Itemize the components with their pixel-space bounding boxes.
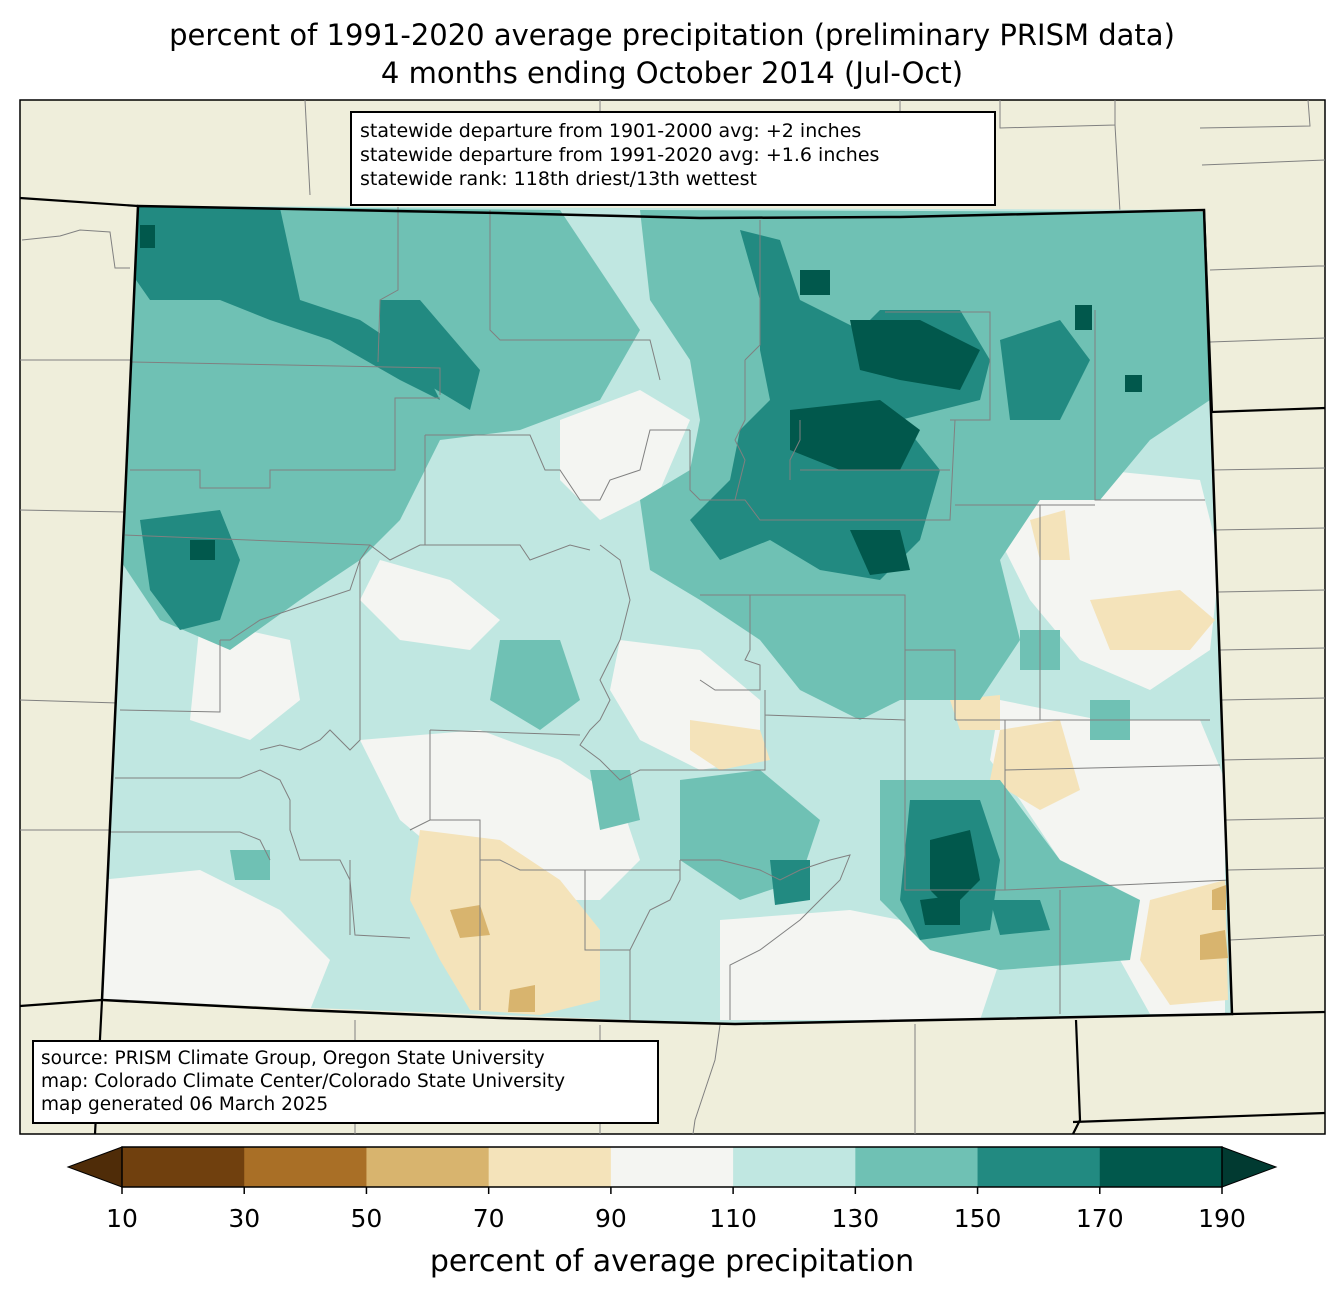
colorado-border	[100, 204, 1234, 1026]
colorbar-tick-label: 50	[350, 1204, 383, 1233]
colorbar-tick-label: 110	[709, 1204, 757, 1233]
colorbar-tick-label: 30	[228, 1204, 261, 1233]
map-title: percent of 1991-2020 average precipitati…	[169, 18, 1175, 52]
colorbar-tick-label: 170	[1075, 1204, 1124, 1233]
source-line-3: map generated 06 March 2025	[41, 1094, 329, 1115]
neighbor-county-lines	[19, 99, 1326, 1135]
statewide-stats-box: statewide departure from 1901-2000 avg: …	[350, 111, 996, 206]
source-box: source: PRISM Climate Group, Oregon Stat…	[32, 1040, 659, 1124]
map-subtitle: 4 months ending October 2014 (Jul-Oct)	[380, 56, 964, 90]
colorbar-tick-label: 70	[472, 1204, 505, 1233]
colorbar-tick-label: 90	[594, 1204, 627, 1233]
precipitation-field	[102, 206, 1232, 1024]
colorbar-tick-label: 150	[953, 1204, 1002, 1233]
colorbar-tick-label: 130	[831, 1204, 880, 1233]
county-lines	[110, 206, 1231, 1020]
stats-line-1: statewide departure from 1901-2000 avg: …	[360, 120, 862, 142]
source-line-2: map: Colorado Climate Center/Colorado St…	[41, 1071, 566, 1092]
colorbar-tick-label: 190	[1198, 1204, 1246, 1233]
stats-line-2: statewide departure from 1991-2020 avg: …	[360, 144, 880, 166]
stats-line-3: statewide rank: 118th driest/13th wettes…	[360, 168, 757, 190]
source-line-1: source: PRISM Climate Group, Oregon Stat…	[41, 1048, 545, 1069]
colorbar-tick-label: 10	[106, 1204, 138, 1233]
colorbar-label: percent of average precipitation	[429, 1244, 915, 1279]
